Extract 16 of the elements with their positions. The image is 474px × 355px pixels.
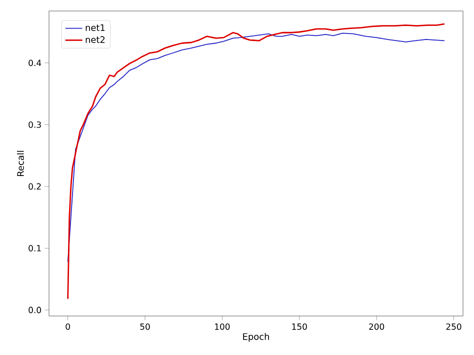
y-tick-label: 0.2 (28, 183, 41, 190)
x-tick-label: 250 (446, 323, 462, 330)
x-tick-label: 0 (66, 323, 70, 330)
x-tick-label: 100 (215, 323, 230, 330)
y-tick-label: 0.4 (28, 60, 42, 66)
y-tick-label: 0.0 (28, 306, 42, 314)
y-tick-label: 0.1 (28, 245, 41, 252)
legend-label: net1 (86, 24, 105, 31)
line-series (67, 23, 446, 300)
x-tick-label: 200 (369, 323, 384, 330)
y-tick-label: 0.3 (28, 121, 41, 128)
y-axis-title: Recall (16, 150, 24, 176)
x-axis-title: Epoch (243, 333, 269, 342)
x-tick-label: 150 (292, 323, 307, 330)
legend-label: net2 (86, 36, 105, 43)
x-tick-label: 50 (140, 323, 150, 330)
